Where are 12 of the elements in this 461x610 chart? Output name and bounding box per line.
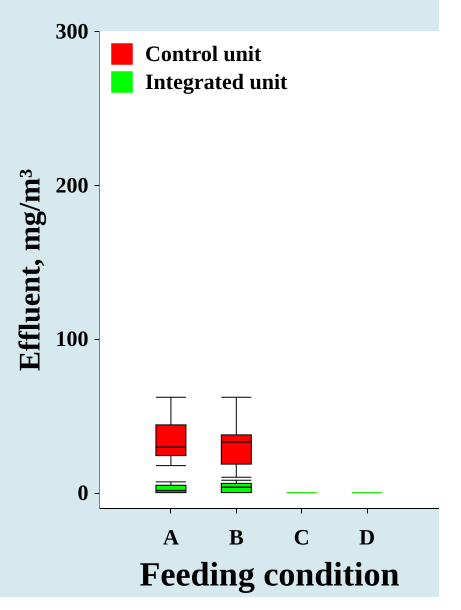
y-axis-title: Effluent, mg/m³ xyxy=(14,168,46,372)
x-tick-label: A xyxy=(162,524,179,550)
x-tick-label: B xyxy=(228,524,244,550)
x-axis-title: Feeding condition xyxy=(140,556,400,594)
y-tick-label: 200 xyxy=(56,172,88,198)
y-tick-label: 0 xyxy=(78,480,88,506)
y-tick-label: 100 xyxy=(56,326,88,352)
x-tick-label: C xyxy=(294,524,310,550)
legend-label: Integrated unit xyxy=(145,69,288,94)
legend-label: Control unit xyxy=(145,41,262,66)
y-tick-label: 300 xyxy=(56,18,88,44)
x-tick-label: D xyxy=(359,524,376,550)
